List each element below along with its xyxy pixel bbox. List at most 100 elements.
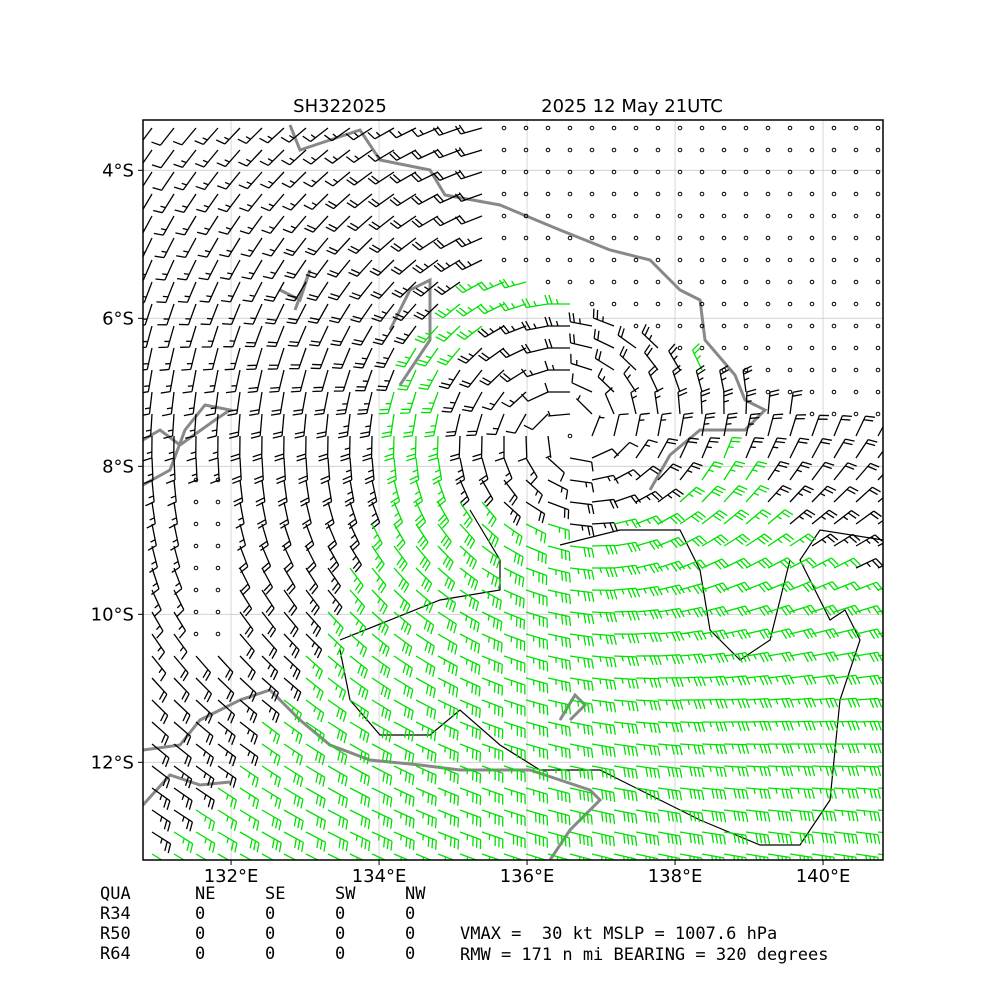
calm-marker bbox=[809, 257, 815, 263]
wind-barb bbox=[459, 567, 479, 591]
wind-barb bbox=[701, 534, 729, 547]
wind-barb bbox=[217, 743, 237, 767]
wind-barb bbox=[525, 853, 548, 860]
wind-barb bbox=[544, 338, 570, 349]
wind-barb bbox=[327, 545, 340, 573]
wind-barb bbox=[282, 215, 307, 234]
wind-barb bbox=[143, 435, 153, 462]
wind-barb bbox=[591, 498, 619, 509]
calm-marker bbox=[589, 235, 595, 241]
wind-barb bbox=[635, 809, 660, 824]
wind-barb bbox=[163, 413, 175, 439]
wind-barb bbox=[305, 259, 329, 279]
wind-barb bbox=[217, 655, 234, 681]
wind-barb bbox=[261, 611, 277, 638]
wind-barb bbox=[833, 787, 859, 799]
wind-barb bbox=[274, 435, 285, 462]
wind-barb bbox=[789, 765, 816, 777]
wind-barb bbox=[630, 387, 640, 415]
wind-barb bbox=[371, 787, 393, 808]
wind-barb bbox=[767, 509, 794, 525]
wind-barb bbox=[456, 325, 483, 340]
calm-marker bbox=[677, 213, 683, 219]
wind-barb bbox=[154, 237, 175, 259]
wind-barb bbox=[635, 632, 663, 643]
wind-barb bbox=[789, 628, 817, 639]
calm-marker bbox=[875, 367, 881, 373]
calm-marker bbox=[523, 125, 529, 131]
wind-barb bbox=[855, 534, 883, 547]
table-header: NE bbox=[195, 884, 215, 904]
wind-barb bbox=[591, 853, 615, 860]
calm-marker bbox=[743, 213, 749, 219]
calm-marker bbox=[721, 147, 727, 153]
calm-marker bbox=[677, 147, 683, 153]
wind-barb bbox=[613, 610, 640, 621]
wind-barb bbox=[305, 655, 324, 680]
wind-barb bbox=[767, 628, 795, 640]
wind-barb bbox=[305, 787, 326, 809]
wind-barb bbox=[433, 259, 461, 273]
calm-marker bbox=[699, 279, 705, 285]
calm-marker bbox=[193, 587, 199, 593]
calm-marker bbox=[831, 345, 837, 351]
calm-marker bbox=[853, 235, 859, 241]
wind-barb bbox=[349, 831, 371, 852]
wind-barb bbox=[305, 677, 324, 701]
wind-barb bbox=[811, 557, 839, 569]
wind-barb bbox=[186, 435, 197, 462]
wind-barb bbox=[503, 479, 518, 506]
wind-barb bbox=[547, 523, 570, 540]
wind-barb bbox=[498, 278, 527, 289]
wind-barb bbox=[283, 237, 307, 257]
calm-marker bbox=[787, 279, 793, 285]
wind-barb bbox=[327, 677, 347, 701]
wind-barb bbox=[202, 347, 219, 371]
calm-marker bbox=[875, 235, 881, 241]
wind-barb bbox=[789, 674, 817, 686]
wind-barb bbox=[701, 809, 727, 823]
wind-barb bbox=[547, 743, 571, 759]
wind-barb bbox=[679, 787, 705, 801]
calm-marker bbox=[831, 191, 837, 197]
wind-barb bbox=[481, 391, 505, 411]
wind-barb bbox=[789, 414, 807, 437]
wind-barb bbox=[454, 147, 483, 158]
calm-marker bbox=[765, 301, 771, 307]
wind-barb bbox=[679, 809, 705, 823]
wind-barb bbox=[476, 281, 505, 292]
wind-barb bbox=[433, 237, 461, 250]
wind-barb bbox=[371, 809, 393, 829]
wind-barb bbox=[164, 435, 175, 462]
calm-marker bbox=[765, 279, 771, 285]
wind-barb bbox=[161, 391, 175, 417]
wind-barb bbox=[657, 560, 686, 572]
wind-barb bbox=[505, 413, 527, 434]
calm-marker bbox=[633, 257, 639, 263]
calm-marker bbox=[699, 257, 705, 263]
calm-marker bbox=[721, 279, 727, 285]
calm-marker bbox=[501, 213, 507, 219]
calm-marker bbox=[501, 257, 507, 263]
wind-barb bbox=[454, 192, 483, 203]
calm-marker bbox=[831, 411, 837, 417]
wind-barb bbox=[472, 435, 483, 462]
wind-barb bbox=[657, 512, 685, 525]
wind-barb bbox=[591, 721, 616, 735]
calm-marker bbox=[215, 609, 221, 615]
wind-barb bbox=[486, 413, 505, 436]
wind-barb bbox=[173, 699, 191, 725]
wind-barb bbox=[568, 312, 593, 327]
wind-barb bbox=[306, 281, 329, 302]
calm-marker bbox=[545, 213, 551, 219]
wind-barb bbox=[289, 347, 307, 370]
wind-barb bbox=[415, 765, 437, 785]
calm-marker bbox=[831, 235, 837, 241]
wind-barb bbox=[657, 743, 683, 756]
coastline bbox=[143, 773, 231, 807]
wind-barb bbox=[195, 765, 215, 789]
calm-marker bbox=[611, 169, 617, 175]
wind-barb bbox=[613, 831, 638, 847]
wind-barb bbox=[195, 721, 214, 746]
